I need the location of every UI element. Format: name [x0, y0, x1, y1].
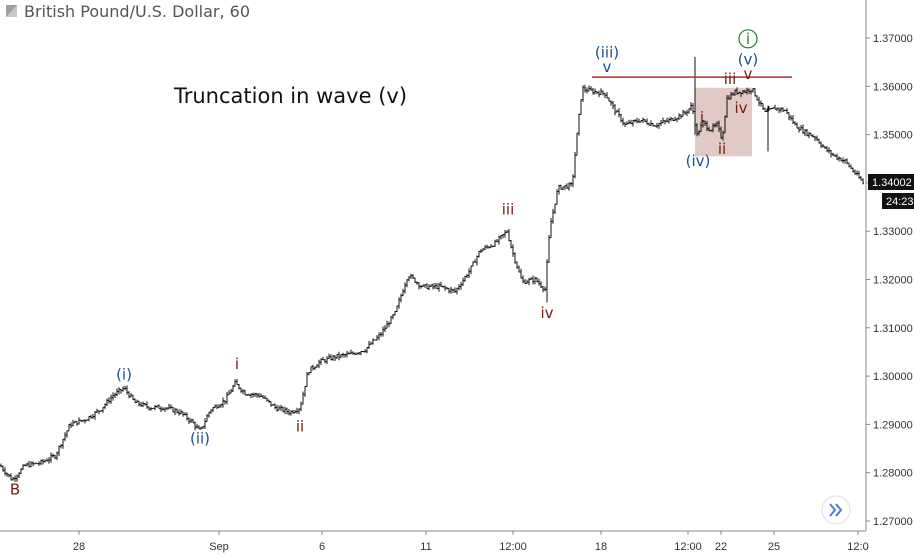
x-tick-label: 18 — [595, 541, 607, 553]
x-tick-label: 11 — [420, 541, 431, 553]
time-axis: 28 Sep 6 11 12:00 18 12:00 22 25 12:0 — [73, 531, 869, 553]
scroll-to-realtime-button[interactable] — [821, 495, 851, 525]
chart-title: British Pound/U.S. Dollar, 60 — [24, 2, 250, 21]
wave-label: iv — [540, 304, 553, 322]
x-tick-label: 28 — [73, 541, 85, 553]
current-price-tag — [868, 174, 914, 190]
x-tick-label: 6 — [319, 541, 325, 553]
wave-label: (iii) — [595, 43, 619, 61]
y-tick-label: 1.36000 — [873, 81, 913, 93]
wave-label: ii — [718, 140, 726, 158]
wave-label: i — [235, 355, 239, 373]
countdown-tag — [882, 193, 914, 209]
y-tick-label: 1.33000 — [873, 226, 913, 238]
wave-label: v — [744, 65, 753, 83]
y-tick-label: 1.32000 — [873, 275, 913, 287]
y-tick-label: 1.29000 — [873, 419, 913, 431]
wave-label: (v) — [738, 51, 759, 69]
wave-label: (iv) — [686, 152, 711, 170]
y-tick-label: 1.28000 — [873, 468, 913, 480]
x-tick-label: 25 — [768, 541, 780, 553]
truncation-annotation: Truncation in wave (v) — [173, 84, 407, 108]
wave-label: iii — [502, 200, 515, 218]
x-tick-label: 12:0 — [847, 541, 868, 553]
y-tick-label: 1.30000 — [873, 371, 913, 383]
flag-corner-icon — [6, 5, 17, 17]
wave-label: ii — [296, 418, 304, 436]
wave-label: B — [10, 480, 20, 498]
wave-label: (ii) — [190, 430, 210, 448]
wave-label: i — [700, 109, 704, 127]
wave-label: i — [746, 30, 750, 48]
countdown-value: 24:23 — [886, 196, 914, 208]
y-tick-label: 1.27000 — [873, 516, 913, 528]
x-tick-label: Sep — [209, 541, 229, 553]
wave-label: v — [603, 58, 612, 76]
price-series — [0, 56, 864, 482]
current-price-value: 1.34002 — [872, 177, 912, 189]
y-tick-label: 1.31000 — [873, 323, 913, 335]
x-tick-label: 22 — [715, 541, 727, 553]
y-tick-label: 1.35000 — [873, 130, 913, 142]
wave-label: iii — [724, 70, 737, 88]
price-axis: 1.370001.360001.350001.340001.330001.320… — [866, 33, 913, 528]
y-tick-label: 1.37000 — [873, 33, 913, 45]
wave-label: iv — [734, 99, 747, 117]
wave-label-circle — [738, 29, 758, 49]
x-tick-label: 12:00 — [499, 541, 527, 553]
double-chevron-right-icon — [829, 503, 843, 517]
x-tick-label: 12:00 — [674, 541, 702, 553]
wave-label: (i) — [116, 365, 132, 383]
